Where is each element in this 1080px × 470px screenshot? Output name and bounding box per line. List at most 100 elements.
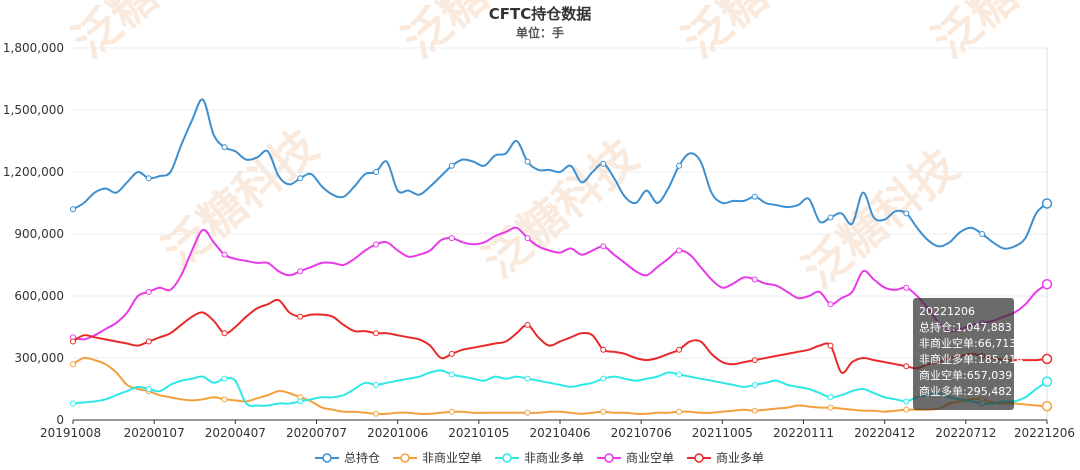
watermark-layer: 泛糖科技泛糖科技泛糖科技泛糖科技泛糖科技泛糖科技泛糖科技 xyxy=(62,0,1080,298)
watermark-text: 泛糖科技 xyxy=(62,0,238,68)
x-tick-label: 20210105 xyxy=(448,426,509,440)
series-point xyxy=(600,408,607,415)
x-tick-label: 20210706 xyxy=(611,426,672,440)
x-tick-label: 20220412 xyxy=(854,426,915,440)
series-endpoint[interactable] xyxy=(1041,400,1053,412)
y-tick-label: 0 xyxy=(56,413,64,427)
series-point xyxy=(524,158,531,165)
series-point xyxy=(297,313,304,320)
series-point xyxy=(524,409,531,416)
y-tick-label: 600,000 xyxy=(14,289,64,303)
series-endpoint[interactable] xyxy=(1041,353,1053,365)
x-tick-label: 20211005 xyxy=(692,426,753,440)
series-point xyxy=(221,375,228,382)
series-point xyxy=(373,241,380,248)
series-point xyxy=(600,160,607,167)
series-point xyxy=(145,386,152,392)
legend-label: 商业多单 xyxy=(716,450,764,465)
tooltip-line: 非商业空单:66,713 xyxy=(919,336,1016,350)
series-point xyxy=(448,408,455,415)
series-point xyxy=(600,243,607,250)
y-tick-label: 1,200,000 xyxy=(3,165,64,179)
series-point xyxy=(903,406,910,413)
series-point xyxy=(373,169,380,175)
series-point xyxy=(827,394,834,401)
x-tick-label: 20210406 xyxy=(529,426,590,440)
legend-label: 商业空单 xyxy=(626,450,674,465)
legend-marker xyxy=(322,453,332,463)
series-point xyxy=(448,371,455,378)
legend-item-2[interactable]: 非商业多单 xyxy=(495,450,584,465)
tooltip: 20221206 总持仓:1,047,883 非商业空单:66,713 非商业多单:1… xyxy=(913,298,1023,410)
series-point xyxy=(373,410,380,417)
x-axis: 20191008 20200107 20200407 20200707 20201006… xyxy=(40,419,1075,440)
series-point xyxy=(70,338,76,345)
series-point xyxy=(676,162,683,169)
series-point xyxy=(827,342,834,349)
series-line-0 xyxy=(72,98,1048,250)
tooltip-date: 20221206 xyxy=(919,305,975,318)
series-point xyxy=(827,301,834,308)
x-tick-label: 20221206 xyxy=(1014,426,1075,440)
series-point xyxy=(676,346,683,353)
series-point xyxy=(524,375,531,382)
series-point xyxy=(676,247,683,254)
chart-title: CFTC持仓数据 xyxy=(489,5,592,23)
y-tick-label: 900,000 xyxy=(14,227,64,241)
x-tick-label: 20200707 xyxy=(286,426,347,440)
legend-marker xyxy=(694,453,704,463)
series-endpoint[interactable] xyxy=(1041,198,1053,209)
series-point xyxy=(903,210,910,217)
series-point xyxy=(297,268,304,275)
series-point xyxy=(448,235,455,242)
tooltip-line: 总持仓:1,047,883 xyxy=(919,320,1012,334)
series-line-2 xyxy=(72,369,1048,407)
legend-item-0[interactable]: 总持仓 xyxy=(315,450,380,465)
watermark-text: 泛糖科技 xyxy=(672,0,848,68)
series-point xyxy=(70,361,76,368)
grid-lines xyxy=(73,47,1048,421)
legend[interactable]: 总持仓 非商业空单 非商业多单 商业空单 商业多单 xyxy=(315,450,764,465)
series-point xyxy=(524,235,531,242)
x-tick-label: 20191008 xyxy=(40,426,101,440)
watermark-text: 泛糖科技 xyxy=(472,129,648,289)
series-point xyxy=(827,404,834,411)
series-endpoint[interactable] xyxy=(1041,278,1053,290)
series-point xyxy=(751,407,758,414)
x-tick-label: 20200107 xyxy=(124,426,185,440)
series-point xyxy=(297,398,304,405)
legend-item-4[interactable]: 商业多单 xyxy=(687,450,764,465)
chart-subtitle: 单位：手 xyxy=(516,25,564,40)
series-point xyxy=(600,346,607,353)
series-point xyxy=(221,251,228,258)
legend-label: 非商业多单 xyxy=(524,450,584,465)
y-tick-label: 1,500,000 xyxy=(3,103,64,117)
series-point xyxy=(903,363,910,370)
series-point xyxy=(70,206,76,213)
watermark-text: 泛糖科技 xyxy=(152,119,328,279)
series-point xyxy=(979,231,986,237)
series-point xyxy=(751,276,758,283)
series-point xyxy=(145,175,152,182)
series-point xyxy=(903,398,910,405)
legend-label: 总持仓 xyxy=(344,450,380,465)
series-point xyxy=(145,338,152,345)
legend-marker xyxy=(400,453,410,463)
watermark-text: 泛糖科技 xyxy=(922,0,1080,68)
series-point xyxy=(448,162,455,169)
series-point xyxy=(903,284,910,291)
series-point xyxy=(827,214,834,221)
series-point xyxy=(751,193,758,200)
series-point xyxy=(297,175,304,182)
legend-item-3[interactable]: 商业空单 xyxy=(597,450,674,465)
series-point xyxy=(221,144,228,151)
legend-item-1[interactable]: 非商业空单 xyxy=(393,450,482,465)
series-point xyxy=(751,357,758,364)
series-line-3 xyxy=(72,226,1048,341)
tooltip-line: 非商业多单:185,414 xyxy=(919,352,1023,366)
series-point xyxy=(373,330,380,337)
legend-marker xyxy=(502,453,512,463)
series-point xyxy=(145,288,152,295)
series-endpoint[interactable] xyxy=(1041,376,1053,387)
series-line-4 xyxy=(72,298,1048,374)
